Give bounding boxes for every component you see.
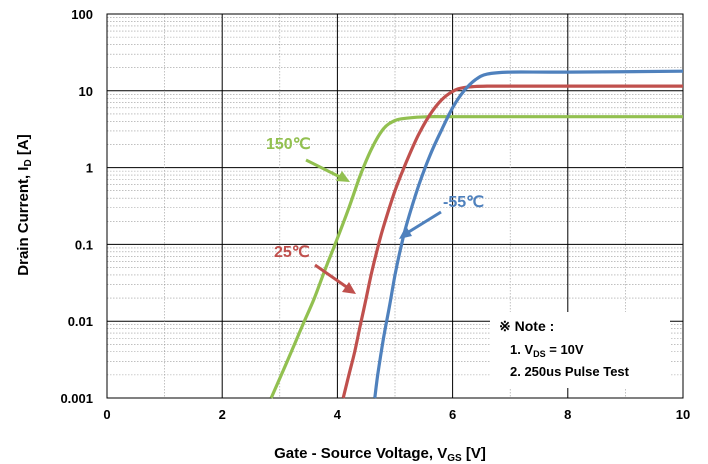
x-tick-label: 4 [334,407,342,422]
y-tick-labels: 0.001 0.01 0.1 1 10 100 [60,7,93,406]
x-tick-label: 6 [449,407,456,422]
label-150c: 150℃ [266,136,311,153]
note-line-1: 1. VDS = 10V [510,342,584,359]
arrow-150c-head [336,171,350,182]
y-tick-label: 10 [79,84,93,99]
x-tick-label: 8 [564,407,571,422]
arrow-55c-shaft [406,210,442,235]
y-axis-title: Drain Current, ID [A] [15,134,34,275]
arrow-25c-shaft [314,263,349,290]
series-line-2 [373,69,684,399]
y-tick-label: 0.1 [75,237,93,252]
note-box: ※ Note : 1. VDS = 10V 2. 250us Pulse Tes… [490,312,670,388]
x-axis-title-sub: GS [447,453,462,464]
note-line-2: 2. 250us Pulse Test [510,364,630,379]
label-25c: 25℃ [274,244,310,261]
arrow-25c-head [342,282,356,294]
label-minus55c: -55℃ [443,194,484,211]
arrow-55c-head [399,226,412,239]
y-tick-label: 0.001 [60,391,93,406]
y-tick-label: 0.01 [68,314,93,329]
arrow-150c-shaft [305,158,343,180]
x-tick-label: 0 [103,407,110,422]
annotation-minus55c: -55℃ [399,194,484,239]
annotation-150c: 150℃ [266,136,350,182]
x-tick-label: 2 [219,407,226,422]
x-tick-labels: 0 2 4 6 8 10 [103,407,690,422]
plot-frame [106,13,684,399]
y-tick-label: 100 [71,7,93,22]
x-axis-title: Gate - Source Voltage, VGS [V] [274,445,486,464]
note-heading: ※ Note : [499,318,554,334]
series-line-1 [341,84,683,399]
note-line-1-sub: DS [533,349,546,359]
y-axis-title-sub: D [23,159,34,166]
annotation-25c: 25℃ [274,244,356,294]
y-tick-label: 1 [86,161,93,176]
note-background [490,312,670,388]
curves [269,69,684,399]
x-tick-label: 10 [676,407,690,422]
